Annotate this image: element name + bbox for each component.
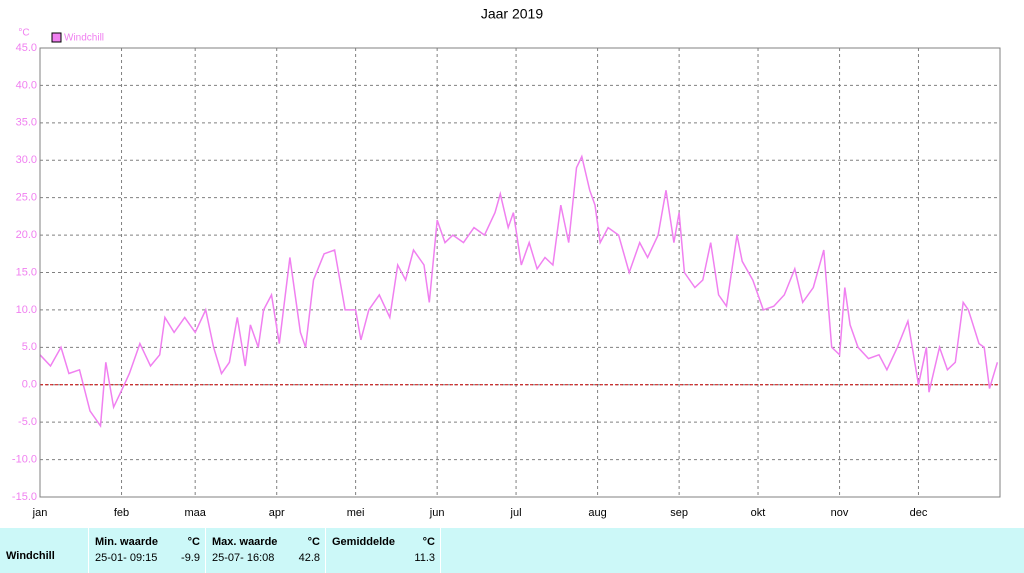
column-unit: °C	[422, 536, 435, 548]
x-tick-label: okt	[751, 507, 766, 519]
y-tick-label: -10.0	[12, 453, 37, 465]
y-tick-label: 25.0	[16, 192, 37, 204]
x-tick-label: maa	[184, 507, 206, 519]
column-unit: °C	[307, 536, 320, 548]
y-tick-label: 45.0	[16, 42, 37, 54]
x-tick-label: dec	[910, 507, 928, 519]
x-tick-label: mei	[347, 507, 365, 519]
summary-column: Gemiddelde °C 11.3	[325, 528, 441, 573]
row-label: Windchill	[6, 550, 55, 562]
y-tick-label: 10.0	[16, 304, 37, 316]
y-tick-label: 15.0	[16, 266, 37, 278]
legend-label: Windchill	[64, 33, 104, 44]
summary-column: Min. waarde °C 25-01- 09:15 -9.9	[88, 528, 206, 573]
column-header: Max. waarde	[212, 536, 278, 548]
column-header: Gemiddelde	[332, 536, 395, 548]
y-tick-label: 40.0	[16, 79, 37, 91]
y-tick-label: 20.0	[16, 229, 37, 241]
column-value: 42.8	[298, 552, 320, 564]
column-value: 11.3	[414, 552, 435, 564]
column-value: -9.9	[181, 552, 200, 564]
chart: Jaar 2019 °C -15.0 -10.0 -5.0 0.0 5.0 10.0 15.…	[12, 6, 1001, 519]
y-tick-label: 30.0	[16, 154, 37, 166]
column-date: 25-01- 09:15	[95, 552, 158, 564]
column-border	[440, 528, 441, 573]
x-tick-label: jan	[32, 507, 48, 519]
data-line	[39, 154, 999, 429]
chart-title: Jaar 2019	[481, 6, 543, 22]
x-tick-label: jun	[429, 507, 445, 519]
column-header: Min. waarde	[95, 536, 158, 548]
y-tick-label: -5.0	[18, 416, 37, 428]
y-unit: °C	[18, 28, 29, 39]
y-tick-label: 35.0	[16, 117, 37, 129]
x-tick-label: apr	[269, 507, 285, 519]
x-tick-label: feb	[114, 507, 129, 519]
x-tick-label: sep	[670, 507, 688, 519]
y-tick-label: -15.0	[12, 491, 37, 503]
plot-frame	[39, 47, 1001, 498]
summary-column: Max. waarde °C 25-07- 16:08 42.8	[205, 528, 326, 573]
x-tick-label: aug	[588, 507, 606, 519]
x-tick-label: nov	[831, 507, 849, 519]
legend-swatch	[51, 32, 62, 43]
y-tick-label: 0.0	[22, 379, 37, 391]
x-tick-label: jul	[510, 507, 522, 519]
y-tick-label: 5.0	[22, 341, 37, 353]
column-unit: °C	[187, 536, 200, 548]
column-date: 25-07- 16:08	[212, 552, 275, 564]
summary-table: Windchill Min. waarde °C 25-01- 09:15 -9.9 M…	[0, 528, 1024, 573]
